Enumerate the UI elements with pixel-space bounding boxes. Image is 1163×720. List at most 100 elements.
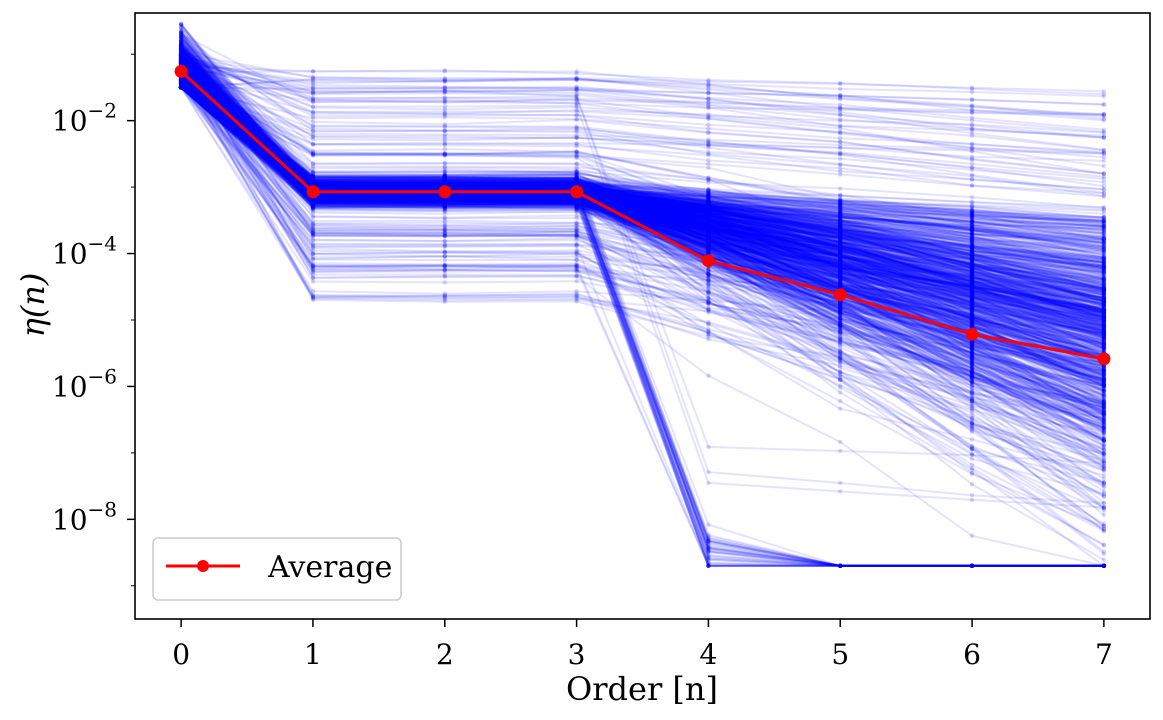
trajectory-point [1101,299,1107,304]
trajectory-point [706,243,711,248]
trajectory-point [574,200,579,206]
trajectory-point [1101,324,1107,329]
trajectory-point [442,250,447,255]
trajectory-point [178,44,184,49]
trajectory-point [1101,245,1107,250]
trajectory-point [310,178,316,183]
trajectory-point [1101,325,1107,330]
trajectory-point [178,85,184,90]
trajectory-line [180,86,1105,310]
trajectory-point [178,84,184,89]
trajectory-point [178,46,184,51]
trajectory-line [180,62,1105,320]
trajectory-point [706,328,711,333]
trajectory-point [178,45,184,50]
trajectory-point [838,265,843,271]
trajectory-point [1101,468,1107,473]
trajectory-point [1101,319,1107,324]
trajectory-line [180,67,1105,279]
trajectory-point [1101,223,1107,229]
trajectory-point [969,286,975,291]
trajectory-point [1101,421,1107,426]
trajectory-point [838,240,843,245]
trajectory-point [706,210,711,215]
trajectory-line [180,59,1105,512]
trajectory-point [1101,391,1107,396]
trajectory-point [178,57,184,63]
trajectory-point [838,284,843,289]
trajectory-point [706,228,711,233]
trajectory-point [838,304,843,309]
trajectory-point [178,84,184,90]
trajectory-point [310,272,316,277]
trajectory-point [969,195,975,200]
trajectory-point [1101,379,1107,384]
trajectory-point [706,242,711,248]
trajectory-point [969,280,975,285]
trajectory-point [1101,436,1107,442]
trajectory-point [310,204,316,209]
trajectory-point [310,181,316,186]
plot-background [135,13,1150,619]
trajectory-point [969,294,975,299]
trajectory-point [969,273,975,278]
trajectory-point [706,538,711,543]
trajectory-line [180,74,1105,287]
trajectory-point [706,216,711,222]
trajectory-point [574,180,579,186]
trajectory-point [706,205,711,210]
trajectory-point [706,238,711,243]
trajectory-point [1101,376,1107,382]
trajectory-point [178,22,184,27]
trajectory-point [838,261,843,267]
trajectory-point [969,380,975,385]
trajectory-point [310,199,316,204]
trajectory-point [1101,563,1107,568]
trajectory-point [969,317,975,323]
trajectory-point [706,239,711,244]
trajectory-point [838,303,843,308]
trajectory-point [838,226,843,231]
trajectory-point [310,200,316,205]
trajectory-point [969,301,975,306]
trajectory-line [180,45,1105,300]
trajectory-point [1101,266,1107,271]
trajectory-point [969,563,975,568]
trajectory-point [838,323,843,328]
trajectory-line [180,69,1105,434]
trajectory-point [838,253,843,258]
trajectory-point [310,77,316,83]
trajectory-point [1101,563,1107,568]
trajectory-point [574,272,579,278]
trajectory-point [838,206,843,212]
trajectory-point [706,563,711,568]
trajectory-point [838,268,843,273]
trajectory-point [706,307,711,312]
trajectory-point [706,205,711,210]
trajectory-point [706,140,711,145]
trajectory-point [1101,339,1107,344]
trajectory-point [1101,335,1107,340]
trajectory-point [969,263,975,268]
trajectory-point [1101,374,1107,380]
trajectory-point [1101,163,1107,169]
trajectory-point [706,229,711,234]
trajectory-point [442,197,447,203]
trajectory-point [969,254,975,260]
trajectory-point [706,224,711,229]
trajectory-point [1101,296,1107,301]
trajectory-point [574,76,579,81]
trajectory-point [442,201,447,206]
trajectory-point [1101,129,1107,135]
trajectory-point [706,211,711,216]
trajectory-point [706,241,711,247]
trajectory-point [706,236,711,241]
trajectory-point [1101,412,1107,417]
trajectory-line [180,69,1105,359]
trajectory-point [969,350,975,355]
trajectory-point [310,251,316,257]
trajectory-point [969,243,975,248]
trajectory-point [442,202,447,207]
trajectory-line [180,31,1104,228]
trajectory-line [180,64,1105,440]
